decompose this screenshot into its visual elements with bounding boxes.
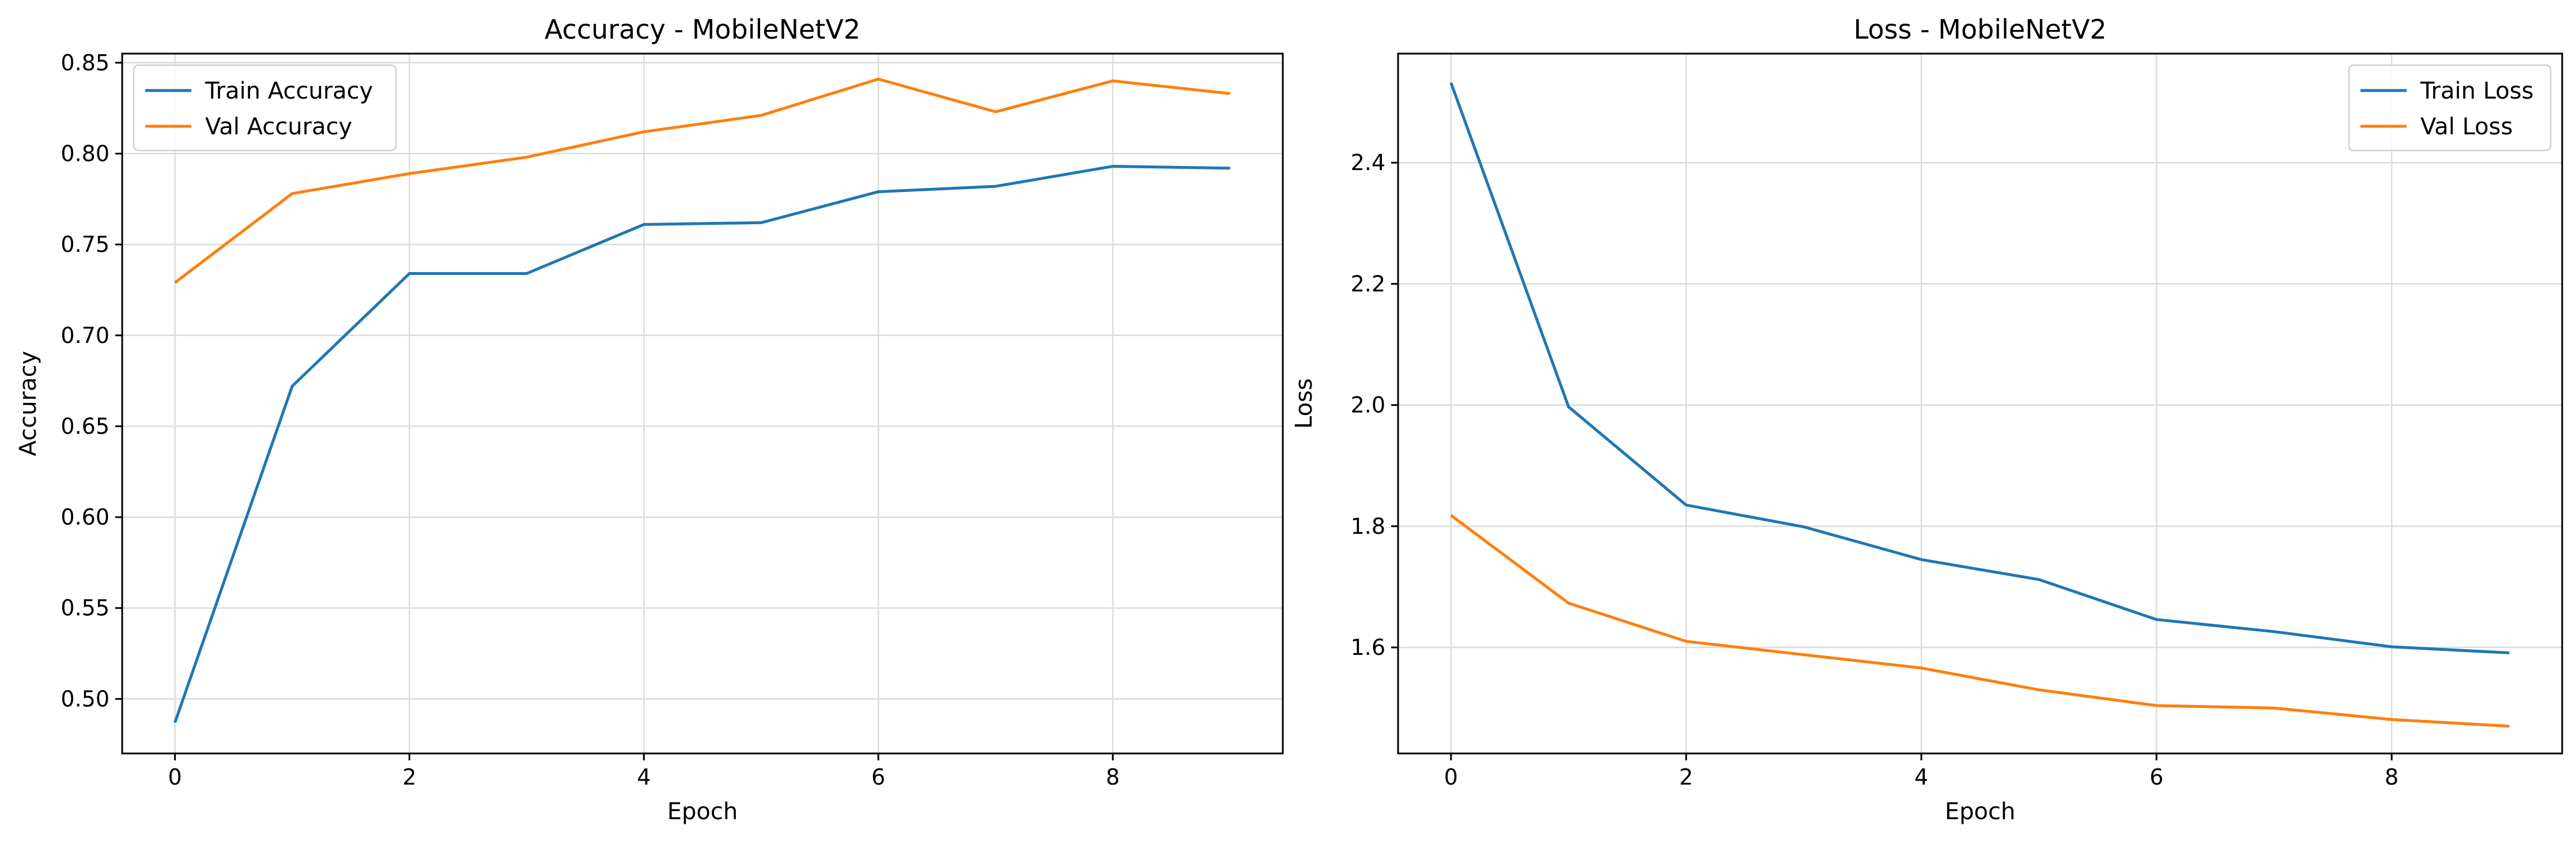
plot-frame <box>121 52 1284 755</box>
legend: Train Loss Val Loss <box>2348 64 2552 152</box>
y-tick-label: 1.8 <box>1351 514 1385 539</box>
y-tick-label: 0.55 <box>61 596 109 621</box>
chart-title: Accuracy - MobileNetV2 <box>545 14 860 45</box>
y-tick-label: 0.85 <box>61 50 109 76</box>
x-axis-label: Epoch <box>1945 798 2015 825</box>
series-line <box>1450 514 2510 728</box>
chart-panel-accuracy: 0 2 4 6 8 0.50 0.55 0.60 0.65 0.70 0.75 0.80 0.85 Acc… <box>15 14 1284 825</box>
x-tick-label: 0 <box>168 764 182 790</box>
y-tick-label: 0.80 <box>61 141 109 166</box>
y-tick-label: 2.2 <box>1351 271 1385 296</box>
y-tick-label: 0.70 <box>61 323 109 348</box>
legend-box <box>133 64 397 152</box>
x-tick-label: 2 <box>402 764 416 790</box>
y-tick-label: 0.75 <box>61 232 109 257</box>
y-tick-label: 1.6 <box>1351 635 1385 660</box>
series-line <box>173 165 1230 723</box>
y-tick-label: 2.4 <box>1351 150 1385 175</box>
legend-label: Train Accuracy <box>205 78 373 104</box>
legend: Train Accuracy Val Accuracy <box>133 64 397 152</box>
x-tick-label: 6 <box>871 764 885 790</box>
x-tick-label: 8 <box>1106 764 1120 790</box>
x-tick-label: 4 <box>637 764 651 790</box>
series-line <box>1449 82 2510 654</box>
y-tick-label: 0.60 <box>61 504 109 530</box>
y-tick-label: 0.50 <box>61 686 109 711</box>
legend-label: Val Loss <box>2420 114 2513 140</box>
plot-frame <box>1397 52 2563 755</box>
y-axis-label: Accuracy <box>15 351 41 457</box>
legend-box <box>2348 64 2552 152</box>
x-axis-label: Epoch <box>667 798 738 825</box>
chart-title: Loss - MobileNetV2 <box>1853 14 2106 45</box>
series-line <box>173 77 1230 284</box>
y-axis-label: Loss <box>1291 378 1317 429</box>
y-tick-label: 2.0 <box>1351 393 1385 418</box>
chart-panel-loss: 0 2 4 6 8 1.6 1.8 2.0 2.2 2.4 Loss - MobileNetV2 Ep… <box>1291 14 2563 825</box>
x-tick-label: 2 <box>1679 764 1693 790</box>
x-tick-label: 0 <box>1444 764 1458 790</box>
legend-label: Train Loss <box>2420 78 2533 104</box>
y-tick-label: 0.65 <box>61 413 109 439</box>
x-tick-label: 6 <box>2150 764 2163 790</box>
x-tick-label: 4 <box>1914 764 1928 790</box>
legend-label: Val Accuracy <box>205 114 352 140</box>
x-tick-label: 8 <box>2385 764 2399 790</box>
